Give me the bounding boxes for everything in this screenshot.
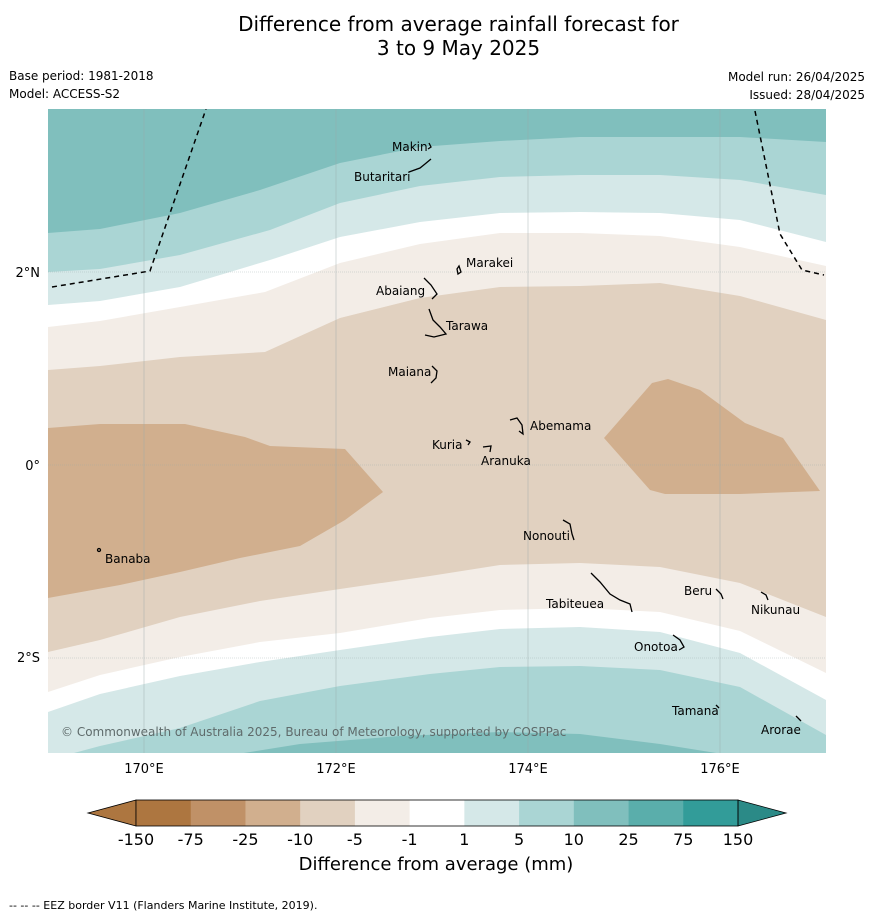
colorbar-extend-high (737, 799, 788, 827)
maiana-island (430, 365, 438, 384)
map-area: Makin Butaritari Marakei Abaiang Tarawa … (48, 109, 826, 753)
colorbar-cell (136, 800, 192, 826)
copyright-text: © Commonwealth of Australia 2025, Bureau… (61, 725, 566, 739)
colorbar-tick-label: 10 (564, 830, 584, 849)
nonouti-island (562, 519, 575, 541)
label-aranuka: Aranuka (481, 454, 531, 468)
base-period: Base period: 1981-2018 (9, 69, 154, 83)
label-kuria: Kuria (432, 438, 463, 452)
colorbar-cells (86, 799, 788, 827)
lat-label-2n: 2°N (16, 266, 41, 281)
label-tamana: Tamana (671, 704, 719, 718)
label-abemama: Abemama (530, 419, 591, 433)
model-run: Model run: 26/04/2025 (727, 70, 865, 84)
map-title: Difference from average rainfall forecas… (0, 12, 873, 60)
makin-island (427, 142, 432, 150)
colorbar: -150 -75 -25 -10 -5 -1 1 5 10 25 75 150 Difference … (86, 799, 788, 875)
tabiteuea-island (590, 572, 633, 613)
arorae-island (795, 715, 802, 722)
colorbar-cell (190, 800, 246, 826)
colorbar-ticks: -150 -75 -25 -10 -5 -1 1 5 10 25 75 150 (118, 830, 753, 849)
eez-border-west (51, 109, 207, 288)
colorbar-tick-label: 25 (618, 830, 638, 849)
kuria-island (465, 439, 471, 446)
colorbar-tick-label: -25 (232, 830, 258, 849)
colorbar-label: Difference from average (mm) (299, 854, 574, 875)
colorbar-tick-label: -150 (118, 830, 154, 849)
title-line-2: 3 to 9 May 2025 (376, 36, 541, 60)
place-labels: Makin Butaritari Marakei Abaiang Tarawa … (105, 140, 801, 737)
abaiang-island (423, 277, 438, 300)
colorbar-tick-label: 150 (723, 830, 754, 849)
colorbar-tick-label: 5 (514, 830, 524, 849)
label-nonouti: Nonouti (523, 529, 570, 543)
band-5-10-south (74, 666, 826, 753)
meta-left: Base period: 1981-2018 Model: ACCESS-S2 (9, 67, 154, 103)
label-beru: Beru (684, 584, 712, 598)
dry-area-west (48, 424, 383, 598)
graticule (48, 109, 826, 753)
onotoa-island (672, 634, 685, 651)
eez-border-east (754, 110, 825, 276)
label-abaiang: Abaiang (376, 284, 425, 298)
footer-eez-note: -- -- -- EEZ border V11 (Flanders Marine… (9, 899, 318, 912)
label-tabiteuea: Tabiteuea (545, 597, 604, 611)
colorbar-cell (409, 800, 465, 826)
tamana-island (715, 704, 720, 709)
island-outlines (96, 142, 802, 722)
banaba-island (96, 547, 102, 553)
colorbar-cell (683, 800, 739, 826)
marakei-island (456, 264, 462, 276)
colorbar-tick-label: 1 (459, 830, 469, 849)
band-10-25-south (243, 732, 717, 753)
colorbar-extend-low (86, 799, 137, 827)
label-nikunau: Nikunau (751, 603, 800, 617)
label-banaba: Banaba (105, 552, 151, 566)
label-marakei: Marakei (466, 256, 513, 270)
lat-label-2s: 2°S (17, 651, 40, 666)
colorbar-tick-label: -10 (287, 830, 313, 849)
label-arorae: Arorae (761, 723, 801, 737)
colorbar-border (135, 799, 739, 827)
lon-label-174e: 174°E (508, 762, 548, 777)
colorbar-tick-label: -75 (178, 830, 204, 849)
butaritari-island (408, 158, 432, 173)
title-line-1: Difference from average rainfall forecas… (238, 12, 679, 36)
abemama-island (509, 417, 524, 436)
colorbar-tick-label: 75 (673, 830, 693, 849)
colorbar-tick-label: -5 (347, 830, 363, 849)
colorbar-cell (573, 800, 629, 826)
lat-label-0: 0° (25, 459, 40, 474)
colorbar-cell (245, 800, 301, 826)
model-name: Model: ACCESS-S2 (9, 87, 121, 101)
colorbar-cell (300, 800, 356, 826)
colorbar-cell (354, 800, 410, 826)
aranuka-island (482, 445, 492, 453)
label-butaritari: Butaritari (354, 170, 411, 184)
meta-right: Model run: 26/04/2025 Issued: 28/04/2025 (728, 68, 865, 104)
lon-label-172e: 172°E (316, 762, 356, 777)
lon-label-176e: 176°E (700, 762, 740, 777)
colorbar-cell (628, 800, 684, 826)
label-onotoa: Onotoa (634, 640, 678, 654)
latitude-labels: 2°N 0° 2°S (16, 266, 41, 666)
beru-island (715, 588, 724, 600)
nikunau-island (760, 591, 769, 601)
colorbar-cell (464, 800, 520, 826)
label-maiana: Maiana (388, 365, 431, 379)
longitude-labels: 170°E 172°E 174°E 176°E (124, 762, 740, 777)
colorbar-cell (519, 800, 575, 826)
lon-label-170e: 170°E (124, 762, 164, 777)
colorbar-tick-label: -1 (402, 830, 418, 849)
label-makin: Makin (392, 140, 428, 154)
tarawa-island (424, 308, 448, 338)
label-tarawa: Tarawa (445, 319, 488, 333)
issued-date: Issued: 28/04/2025 (749, 88, 865, 102)
